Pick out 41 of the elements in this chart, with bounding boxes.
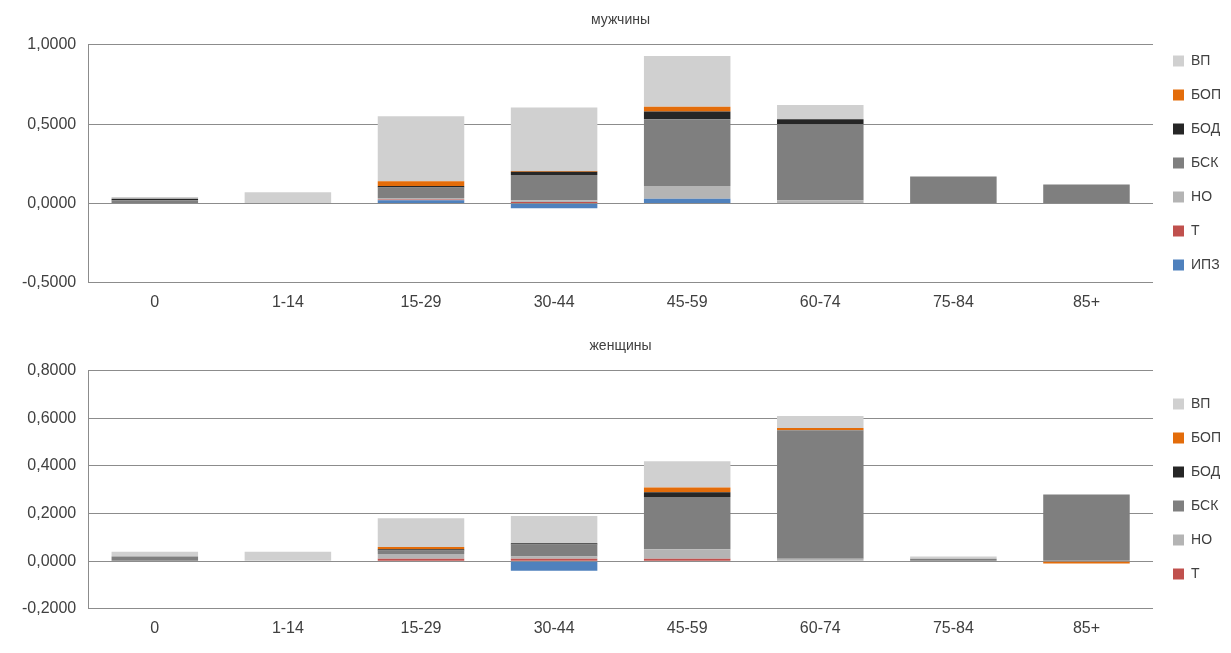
x-tick-label: 60-74 [799,292,841,310]
legend-label: БСК [1191,153,1220,170]
legend-label: БОП [1191,428,1221,445]
x-tick-label: 15-29 [400,292,442,310]
y-tick-label: 0,2000 [27,504,77,522]
legend-label: НО [1191,530,1213,547]
legend-label: Т [1191,221,1201,238]
x-tick-label: 0 [150,618,160,636]
y-tick-label: 1,0000 [27,35,77,53]
x-tick-label: 45-59 [666,292,708,310]
x-tick-label: 0 [150,292,160,310]
y-tick-label: 0,8000 [27,361,77,379]
legend-label: БОД [1191,462,1221,479]
legend-label: БСК [1191,496,1220,513]
x-tick-label: 60-74 [799,618,841,636]
y-tick-label: -0,5000 [22,273,77,291]
legend-label: Т [1191,564,1201,581]
x-tick-label: 75-84 [932,292,974,310]
legend-label: НО [1191,187,1213,204]
chart-title: мужчины [590,11,651,28]
y-tick-label: 0,4000 [27,456,77,474]
legend-label: БОД [1191,119,1221,136]
legend-label: ИПЗ [1191,255,1220,272]
x-tick-label: 1-14 [271,618,305,636]
x-tick-label: 85+ [1072,292,1101,310]
legend-label: БОП [1191,85,1221,102]
chart-title: женщины [589,337,652,354]
x-tick-label: 30-44 [533,292,575,310]
x-tick-label: 15-29 [400,618,442,636]
x-tick-label: 30-44 [533,618,575,636]
x-tick-label: 85+ [1072,618,1101,636]
legend-label: ВП [1191,51,1211,68]
x-tick-label: 75-84 [932,618,974,636]
y-tick-label: 0,5000 [27,114,77,132]
legend-label: ВП [1191,394,1211,411]
y-tick-label: 0,0000 [27,193,77,211]
x-tick-label: 45-59 [666,618,708,636]
y-tick-label: -0,2000 [22,599,77,617]
y-tick-label: 0,0000 [27,551,77,569]
x-tick-label: 1-14 [271,292,305,310]
y-tick-label: 0,6000 [27,408,77,426]
